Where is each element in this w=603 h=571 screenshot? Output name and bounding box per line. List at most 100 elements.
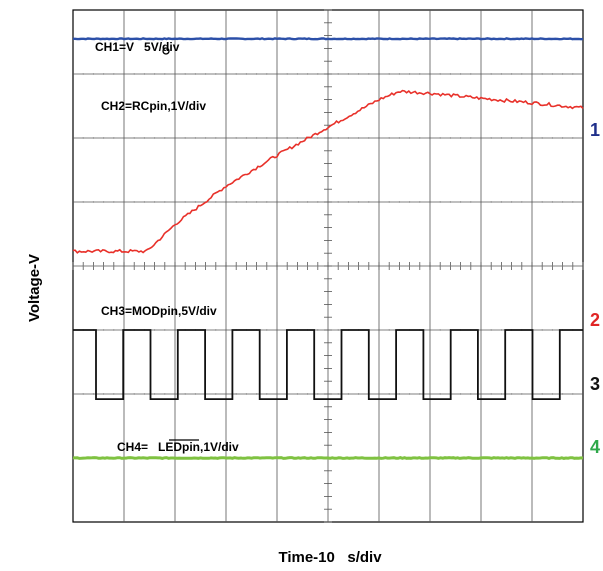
grid-dot: [306, 265, 309, 267]
grid-dot: [266, 265, 268, 267]
grid-dot: [490, 137, 492, 139]
grid-dot: [490, 265, 492, 267]
grid-dot: [113, 201, 115, 203]
grid-dot: [143, 73, 146, 75]
grid-dot: [470, 393, 472, 395]
grid-dot: [184, 265, 186, 267]
grid-dot: [470, 201, 472, 203]
grid-dot: [510, 393, 513, 395]
grid-dot: [194, 265, 197, 267]
grid-dot: [398, 265, 401, 267]
grid-dot: [357, 265, 360, 267]
grid-dot: [286, 73, 288, 75]
grid-dot: [245, 137, 248, 139]
ch4-label: CH4= LEDpin,1V/div: [117, 440, 239, 454]
grid-dot: [368, 201, 370, 203]
grid-dot: [398, 201, 401, 203]
grid-dot: [245, 265, 248, 267]
grid-dot: [357, 201, 360, 203]
grid-dot: [317, 137, 319, 139]
grid-dot: [184, 201, 186, 203]
grid-dot: [541, 329, 543, 331]
labels: CH1=V 5V/div CH2=RCpin,1V/div CH3=MODpin…: [26, 40, 600, 566]
grid-dot: [82, 137, 84, 139]
grid-dot: [490, 73, 492, 75]
grid-dot: [133, 393, 135, 395]
grid-dot: [215, 137, 217, 139]
grid-dot: [317, 201, 319, 203]
grid-dot: [255, 265, 258, 267]
grid-dot: [408, 393, 411, 395]
grid-dot: [408, 201, 411, 203]
grid-dot: [368, 137, 370, 139]
ch2-label: CH2=RCpin,1V/div: [101, 99, 206, 113]
grid-dot: [419, 201, 421, 203]
grid-dot: [561, 265, 564, 267]
grid-dot: [296, 393, 299, 395]
grid-dot: [92, 265, 95, 267]
grid-dot: [572, 265, 574, 267]
grid-dot: [133, 265, 135, 267]
grid-dot: [92, 137, 95, 139]
marker-3: 3: [590, 374, 600, 394]
trace-ch1: [73, 37, 584, 41]
grid-dot: [296, 265, 299, 267]
grid-dot: [459, 137, 462, 139]
grid-dot: [317, 265, 319, 267]
grid-dot: [408, 73, 411, 75]
grid-dot: [235, 201, 237, 203]
grid-dot: [561, 137, 564, 139]
grid-dot: [561, 393, 564, 395]
grid-dot: [164, 137, 166, 139]
y-axis-label: Voltage-V: [26, 254, 43, 322]
grid-dot: [102, 329, 105, 331]
grid-dot: [551, 137, 554, 139]
grid-dot: [215, 201, 217, 203]
grid-dot: [153, 393, 156, 395]
grid-dot: [92, 73, 95, 75]
grid-dot: [500, 201, 503, 203]
grid-dot: [459, 201, 462, 203]
grid-dot: [317, 329, 319, 331]
grid-dot: [204, 265, 207, 267]
grid-dot: [419, 265, 421, 267]
grid-dot: [317, 393, 319, 395]
grid-dot: [143, 265, 146, 267]
grid-dot: [306, 201, 309, 203]
grid-dot: [388, 393, 390, 395]
grid-dot: [143, 137, 146, 139]
grid-dot: [551, 73, 554, 75]
grid-dot: [398, 137, 401, 139]
grid-dot: [337, 137, 339, 139]
grid-dot: [266, 73, 268, 75]
grid-dot: [347, 137, 350, 139]
grid-dot: [266, 137, 268, 139]
grid-dot: [357, 137, 360, 139]
grid-dot: [347, 73, 350, 75]
grid-dot: [521, 73, 523, 75]
traces: [72, 37, 584, 460]
grid-dot: [255, 201, 258, 203]
grid-dot: [215, 265, 217, 267]
grid-dot: [102, 201, 105, 203]
grid-dot: [541, 265, 543, 267]
grid-dot: [541, 201, 543, 203]
grid-dot: [296, 201, 299, 203]
grid-dot: [296, 137, 299, 139]
ch3-label: CH3=MODpin,5V/div: [101, 304, 217, 318]
grid-dot: [347, 265, 350, 267]
grid-dot: [317, 73, 319, 75]
grid-dot: [439, 201, 441, 203]
grid-dot: [572, 201, 574, 203]
trace-ch2: [72, 89, 584, 254]
marker-2: 2: [590, 310, 600, 330]
grid-dot: [245, 393, 248, 395]
grid-dot: [439, 73, 441, 75]
grid-dot: [449, 265, 452, 267]
grid-dot: [286, 201, 288, 203]
grid-dot: [459, 265, 462, 267]
grid-dot: [286, 265, 288, 267]
grid-dot: [113, 265, 115, 267]
grid-dot: [449, 137, 452, 139]
grid-dot: [82, 393, 84, 395]
